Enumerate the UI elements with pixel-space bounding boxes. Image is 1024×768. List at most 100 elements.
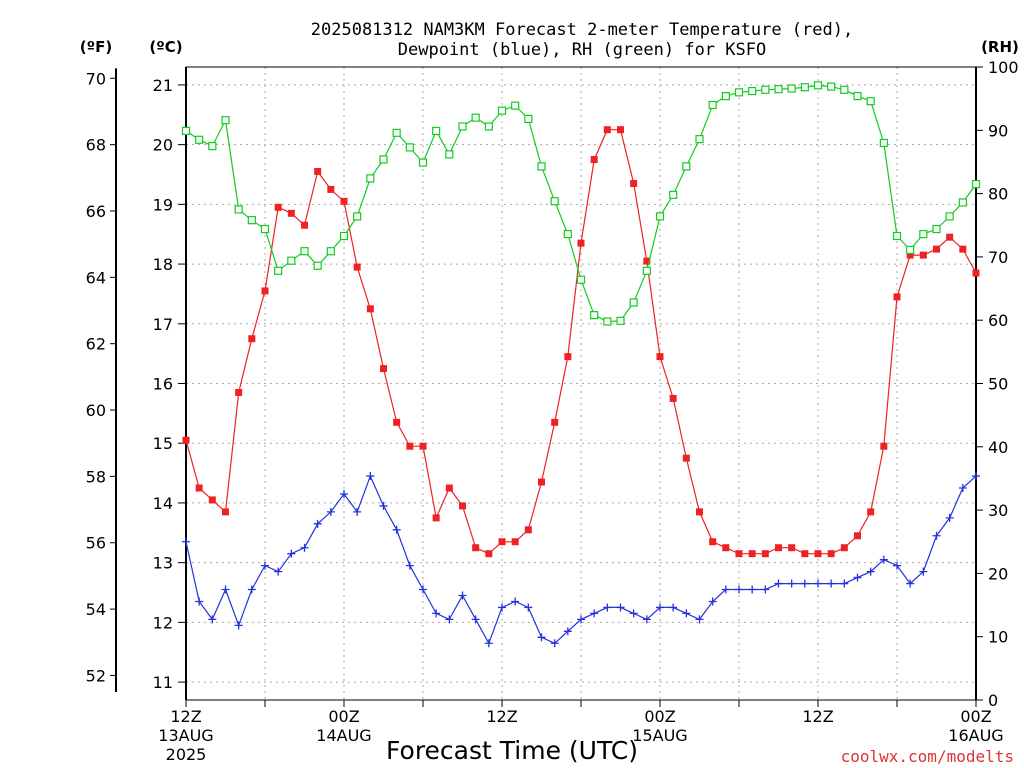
dewpoint-point bbox=[590, 609, 599, 618]
temperature-point bbox=[340, 197, 348, 205]
rh-point bbox=[682, 162, 691, 171]
temperature-point bbox=[485, 550, 493, 558]
temperature-point bbox=[274, 203, 282, 211]
dewpoint-point bbox=[721, 585, 730, 594]
fahrenheit-tick-label: 68 bbox=[86, 136, 106, 155]
rh-point bbox=[919, 230, 928, 239]
dewpoint-point bbox=[340, 489, 348, 498]
rh-point bbox=[563, 230, 572, 239]
dewpoint-point bbox=[524, 603, 533, 612]
rh-point bbox=[827, 82, 836, 91]
fahrenheit-tick-label: 66 bbox=[86, 202, 106, 221]
rh-point bbox=[353, 212, 362, 221]
x-tick-year-label: 2025 bbox=[166, 745, 207, 764]
temperature-point bbox=[919, 251, 927, 259]
temperature-point bbox=[946, 233, 954, 241]
credit-text: coolwx.com/modelts bbox=[841, 747, 1014, 766]
dewpoint-point bbox=[603, 603, 612, 612]
temperature-point bbox=[472, 544, 480, 552]
rh-point bbox=[629, 298, 638, 307]
rh-point bbox=[906, 245, 915, 255]
celsius-tick-label: 12 bbox=[153, 613, 173, 632]
dewpoint-point bbox=[669, 603, 678, 612]
rh-point bbox=[339, 231, 349, 241]
temperature-point bbox=[722, 544, 730, 552]
rh-point bbox=[787, 84, 796, 93]
rh-tick-label: 30 bbox=[988, 501, 1008, 520]
dewpoint-point bbox=[866, 567, 875, 576]
dewpoint-point bbox=[787, 579, 796, 588]
rh-point bbox=[892, 231, 902, 241]
rh-point bbox=[655, 212, 665, 221]
temperature-point bbox=[195, 484, 203, 492]
dewpoint-point bbox=[445, 615, 454, 624]
temperature-point bbox=[906, 251, 914, 259]
temperature-point bbox=[682, 454, 690, 462]
temperature-point bbox=[788, 544, 796, 552]
dewpoint-point bbox=[577, 615, 585, 624]
rh-point bbox=[392, 128, 401, 137]
celsius-tick-label: 17 bbox=[153, 315, 173, 334]
celsius-tick-label: 18 bbox=[153, 255, 173, 274]
rh-point bbox=[853, 92, 862, 101]
dewpoint-point bbox=[550, 639, 559, 648]
rh-tick-label: 80 bbox=[988, 185, 1008, 204]
temperature-point bbox=[801, 550, 809, 558]
fahrenheit-tick-label: 56 bbox=[86, 534, 106, 553]
dewpoint-point bbox=[629, 609, 638, 618]
temperature-point bbox=[261, 287, 269, 295]
dewpoint-point bbox=[221, 585, 230, 594]
temperature-point bbox=[827, 550, 835, 558]
dewpoint-point bbox=[695, 615, 704, 624]
fahrenheit-tick-label: 64 bbox=[86, 268, 106, 287]
dewpoint-point bbox=[893, 561, 901, 570]
dewpoint-point bbox=[656, 603, 664, 612]
rh-point bbox=[748, 86, 757, 96]
temperature-point bbox=[643, 257, 651, 265]
data-series bbox=[181, 81, 981, 648]
rh-point bbox=[800, 83, 809, 92]
dewpoint-point bbox=[392, 525, 401, 534]
temperature-point bbox=[709, 538, 717, 546]
rh-point bbox=[379, 155, 388, 164]
temperature-point bbox=[972, 269, 980, 277]
rh-tick-label: 50 bbox=[988, 375, 1008, 394]
dewpoint-point bbox=[419, 585, 427, 594]
rh-point bbox=[313, 261, 322, 270]
temperature-point bbox=[538, 478, 545, 486]
dewpoint-point bbox=[498, 603, 506, 612]
rh-point bbox=[866, 97, 875, 106]
temperature-point bbox=[617, 126, 624, 134]
dewpoint-point bbox=[537, 633, 546, 642]
temperature-point bbox=[524, 526, 532, 534]
x-axis-title: Forecast Time (UTC) bbox=[386, 736, 638, 765]
temperature-point bbox=[182, 436, 190, 444]
celsius-tick-label: 21 bbox=[153, 76, 173, 95]
chart-title-line1: 2025081312 NAM3KM Forecast 2-meter Tempe… bbox=[311, 20, 853, 40]
temperature-point bbox=[353, 263, 361, 271]
temperature-point bbox=[854, 532, 861, 540]
rh-point bbox=[708, 100, 717, 110]
dewpoint-point bbox=[432, 609, 441, 618]
x-tick-label: 12Z bbox=[170, 707, 201, 726]
temperature-point bbox=[603, 126, 611, 134]
rh-point bbox=[721, 92, 730, 101]
celsius-tick-label: 20 bbox=[153, 136, 173, 155]
dewpoint-point bbox=[972, 472, 980, 481]
rh-point bbox=[432, 126, 441, 136]
dewpoint-point bbox=[484, 639, 493, 648]
celsius-tick-label: 19 bbox=[153, 195, 173, 214]
fahrenheit-unit-label: (ºF) bbox=[80, 38, 112, 56]
dewpoint-point bbox=[958, 484, 967, 493]
rh-line bbox=[185, 84, 977, 323]
rh-point bbox=[879, 138, 888, 148]
celsius-tick-label: 11 bbox=[153, 673, 173, 692]
dewpoint-point bbox=[511, 597, 520, 606]
rh-point bbox=[458, 122, 467, 131]
rh-tick-label: 0 bbox=[988, 691, 998, 710]
fahrenheit-tick-label: 60 bbox=[86, 401, 106, 420]
rh-point bbox=[813, 81, 823, 90]
rh-point bbox=[734, 88, 744, 97]
temperature-point bbox=[735, 550, 743, 558]
dewpoint-point bbox=[326, 507, 335, 516]
